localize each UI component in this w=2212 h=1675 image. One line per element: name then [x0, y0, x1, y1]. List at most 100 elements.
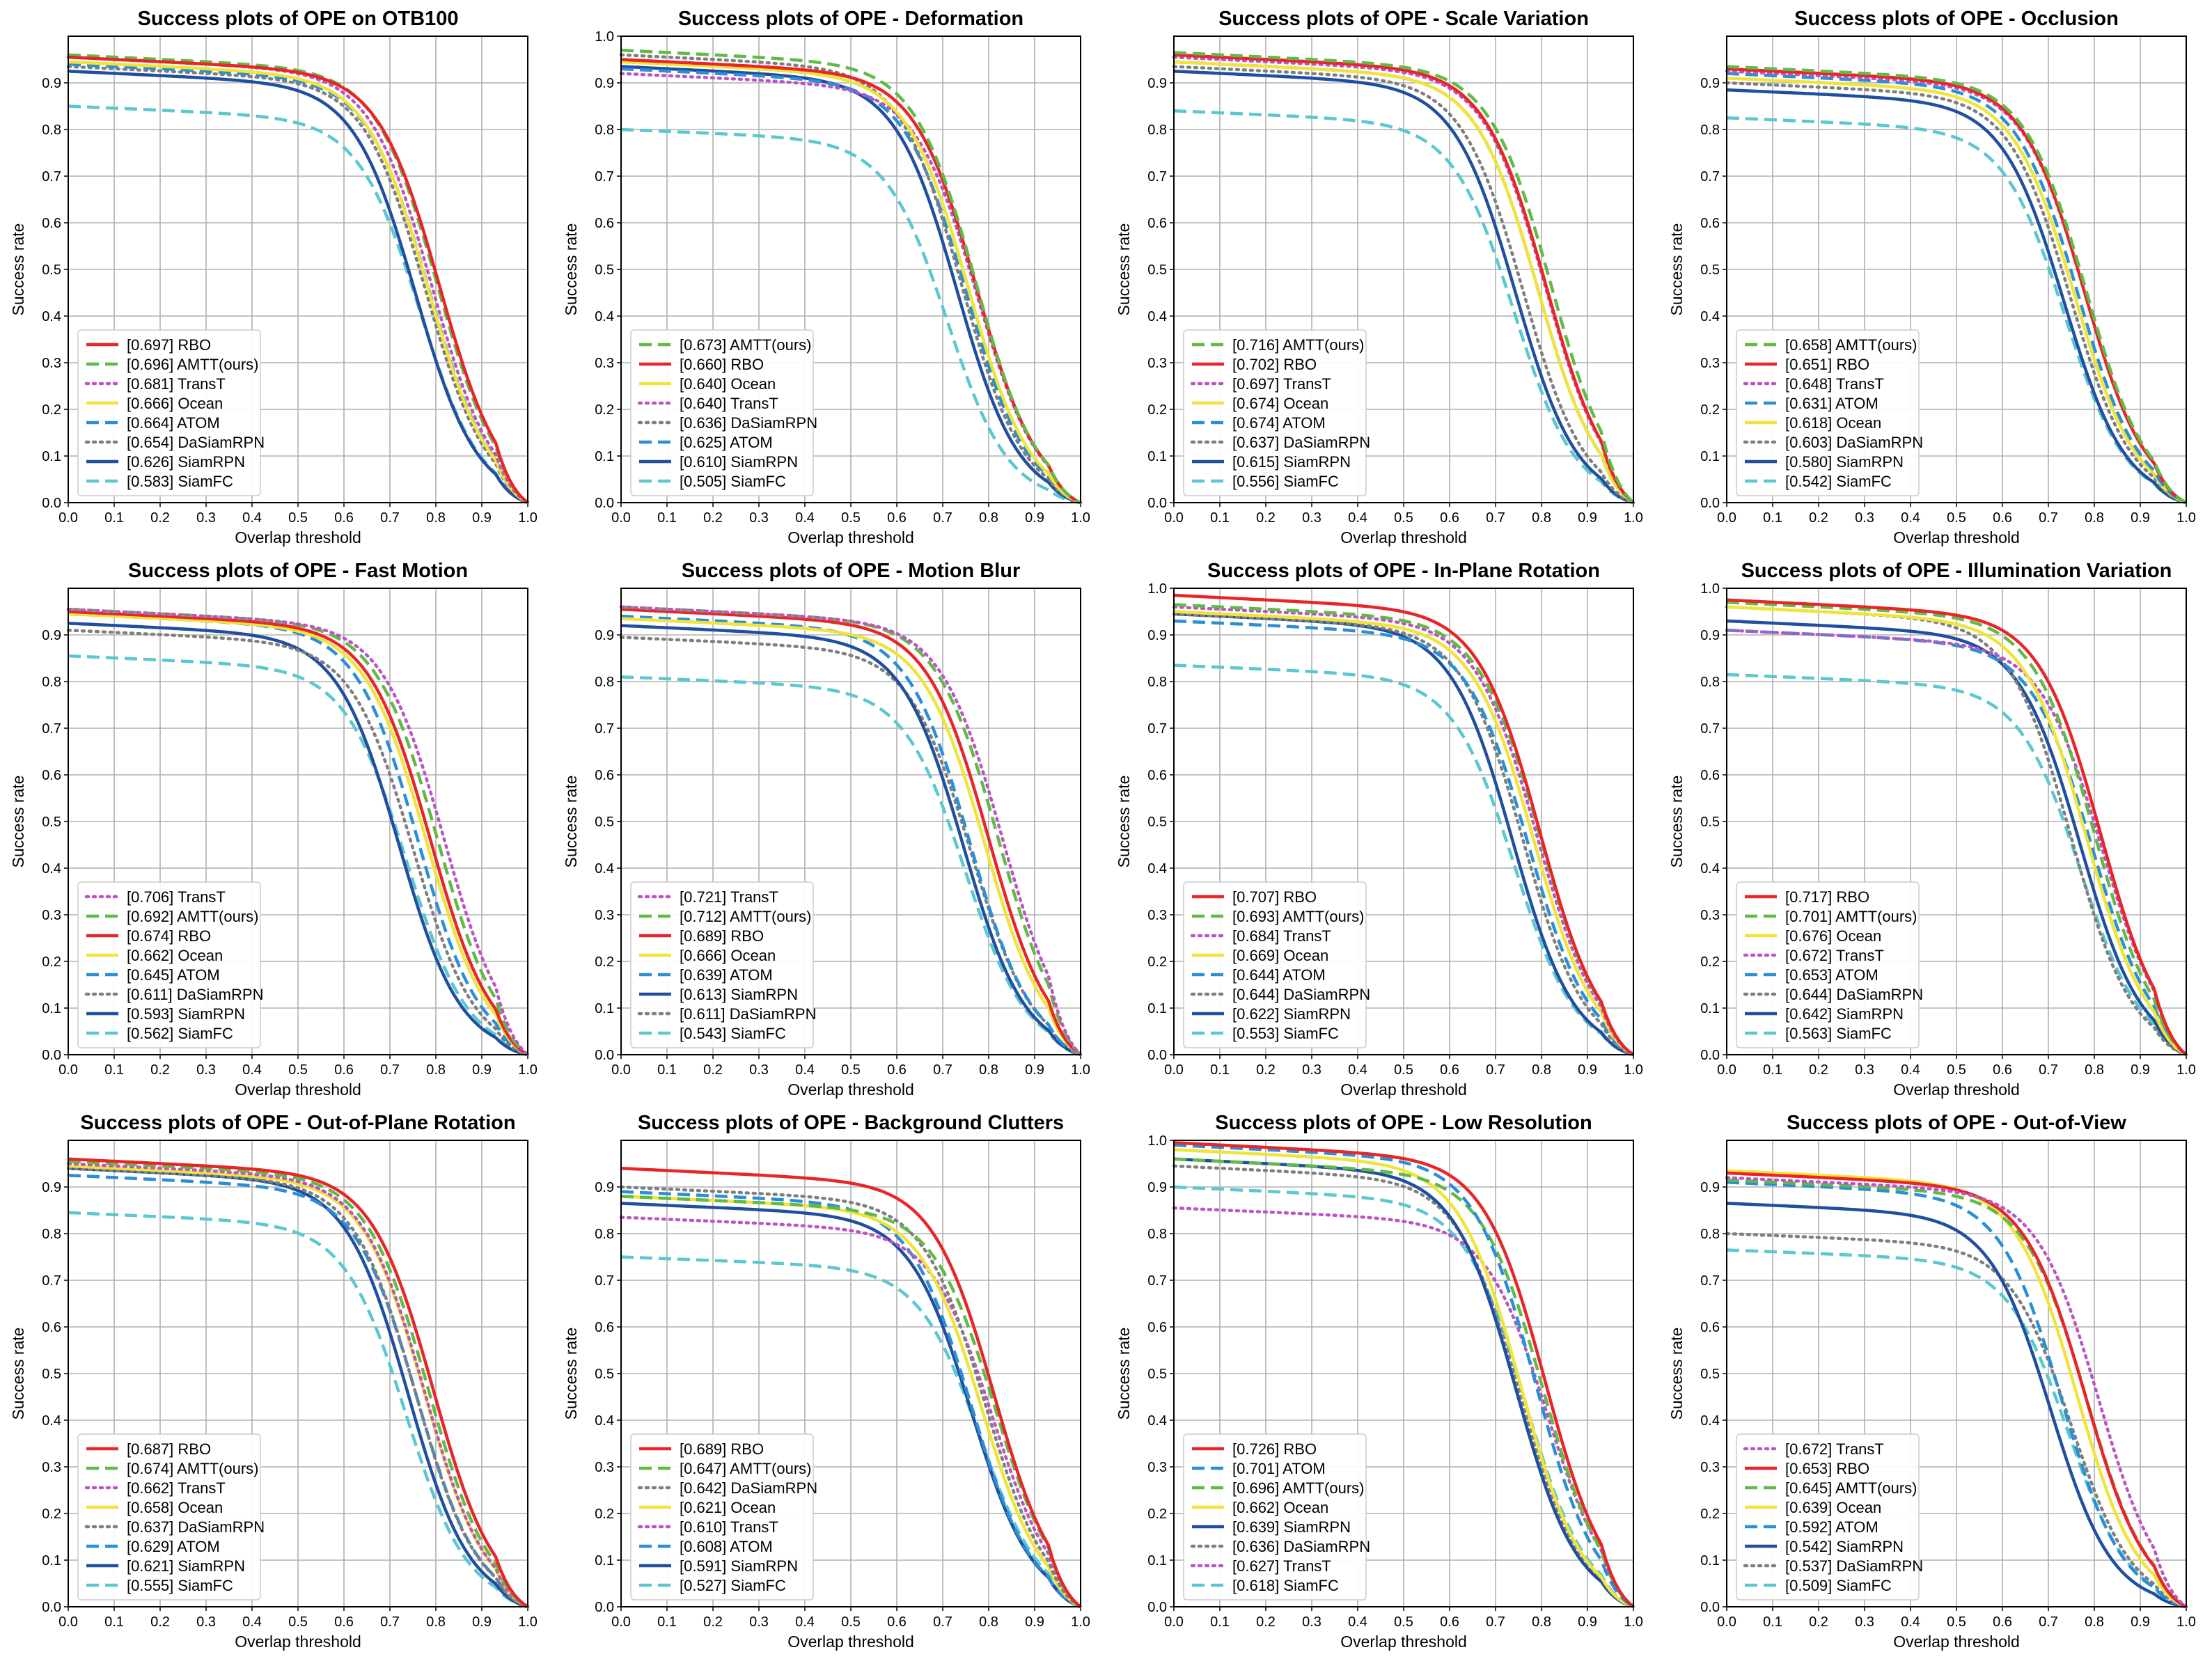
- legend-entry: [0.639] Ocean: [1785, 1499, 1881, 1516]
- x-tick-label: 0.2: [1256, 1062, 1276, 1078]
- legend-entry: [0.562] SiamFC: [127, 1025, 233, 1042]
- x-tick-label: 0.7: [1486, 1062, 1505, 1078]
- x-tick-label: 0.3: [1302, 510, 1321, 526]
- y-tick-label: 0.8: [42, 675, 61, 690]
- legend-entry: [0.689] RBO: [680, 1440, 764, 1458]
- series-line-atom: [1726, 72, 2187, 505]
- legend-entry: [0.676] Ocean: [1785, 927, 1881, 945]
- y-tick-label: 0.1: [42, 449, 61, 464]
- legend-entry: [0.583] SiamFC: [127, 473, 233, 490]
- y-tick-label: 0.5: [1147, 815, 1167, 830]
- y-tick-label: 0.4: [42, 1413, 61, 1429]
- legend-box: [1183, 329, 1367, 496]
- y-tick-label: 0.5: [595, 262, 614, 278]
- chart-panel: Success plots of OPE - In-Plane Rotation…: [1106, 552, 1658, 1109]
- x-tick-label: 0.6: [1993, 1614, 2012, 1630]
- x-tick-label: 0.3: [1855, 510, 1874, 526]
- legend-entry: [0.701] ATOM: [1232, 1460, 1326, 1477]
- x-tick-label: 1.0: [1071, 1062, 1090, 1078]
- chart-panel: Success plots of OPE - Background Clutte…: [553, 1104, 1106, 1661]
- y-tick-label: 0.2: [1147, 402, 1167, 418]
- x-tick-label: 0.4: [1348, 1062, 1367, 1078]
- x-tick-label: 0.1: [1210, 510, 1230, 526]
- y-tick-label: 0.4: [42, 309, 61, 324]
- y-tick-label: 0.2: [1700, 402, 1720, 418]
- series-line-transt: [1172, 1206, 1636, 1609]
- x-tick-label: 0.1: [657, 510, 677, 526]
- series-line-dasiamrpn: [619, 1185, 1083, 1609]
- y-tick-label: 0.5: [1700, 1367, 1720, 1382]
- legend-entry: [0.611] DaSiamRPN: [680, 1005, 816, 1023]
- y-tick-label: 0.1: [42, 1553, 61, 1568]
- y-tick-label: 0.6: [1700, 768, 1720, 783]
- x-tick-label: 0.0: [611, 1062, 631, 1078]
- series-line-amtt-ours-: [620, 1195, 1082, 1608]
- legend-entry: [0.639] ATOM: [680, 966, 773, 984]
- y-axis-label: Success rate: [1668, 1328, 1686, 1420]
- x-tick-label: 0.8: [426, 510, 446, 526]
- y-tick-label: 0.0: [1147, 1048, 1167, 1063]
- y-tick-label: 0.1: [595, 449, 614, 464]
- series-line-siamfc: [620, 1255, 1081, 1609]
- chart-title: Success plots of OPE - Motion Blur: [682, 560, 1021, 582]
- chart-svg: Success plots of OPE - Deformation 0.0 0.1…: [562, 8, 1090, 546]
- legend-entry: [0.696] AMTT(ours): [1232, 1479, 1365, 1497]
- y-tick-label: 0.3: [1700, 908, 1720, 923]
- x-tick-label: 0.4: [1901, 1062, 1920, 1078]
- x-tick-label: 0.9: [2131, 1062, 2150, 1078]
- y-tick-label: 0.2: [42, 954, 61, 970]
- y-axis-label: Success rate: [1668, 223, 1686, 316]
- y-tick-label: 0.9: [42, 76, 61, 91]
- x-tick-label: 0.3: [196, 510, 216, 526]
- legend-entry: [0.716] AMTT(ours): [1232, 336, 1365, 354]
- x-tick-label: 0.9: [472, 510, 492, 526]
- series-line-rbo: [68, 610, 529, 1056]
- x-tick-label: 0.8: [979, 1062, 998, 1078]
- x-tick-label: 0.7: [2039, 510, 2058, 526]
- series-line-rbo: [1173, 593, 1635, 1056]
- y-tick-label: 0.0: [1700, 496, 1720, 511]
- y-tick-label: 0.0: [42, 496, 61, 511]
- y-tick-label: 0.5: [1147, 1367, 1167, 1382]
- series-line-amtt-ours-: [1173, 1157, 1635, 1608]
- y-tick-label: 0.7: [1700, 1273, 1720, 1289]
- y-tick-label: 0.5: [1147, 262, 1167, 278]
- y-tick-label: 0.7: [595, 1273, 614, 1289]
- y-axis-label: Success rate: [562, 223, 580, 316]
- legend-entry: [0.672] TransT: [1785, 947, 1884, 964]
- legend-entry: [0.563] SiamFC: [1785, 1025, 1892, 1042]
- chart-svg: Success plots of OPE - Low Resolution 0.0…: [1115, 1112, 1643, 1651]
- x-tick-label: 0.1: [104, 510, 124, 526]
- series-line-ocean: [1726, 77, 2187, 505]
- x-tick-label: 0.5: [841, 1614, 861, 1630]
- y-tick-label: 0.0: [42, 1600, 61, 1615]
- y-tick-label: 0.3: [595, 1460, 614, 1475]
- x-tick-label: 0.8: [979, 1614, 998, 1630]
- y-tick-label: 0.2: [1700, 1507, 1720, 1522]
- series-line-transt: [1725, 1176, 2188, 1609]
- x-tick-label: 0.7: [1486, 510, 1505, 526]
- x-tick-label: 0.7: [933, 1614, 952, 1630]
- legend-entry: [0.636] DaSiamRPN: [1232, 1538, 1370, 1555]
- legend-box: [1736, 881, 1920, 1048]
- series-line-siamrpn: [1726, 88, 2187, 505]
- x-axis-label: Overlap threshold: [1893, 1080, 2020, 1099]
- y-tick-label: 0.8: [1147, 123, 1167, 138]
- y-tick-label: 0.0: [42, 1048, 61, 1063]
- series-line-rbo: [68, 55, 529, 504]
- chart-title: Success plots of OPE - Occlusion: [1794, 8, 2119, 30]
- legend-entry: [0.639] SiamRPN: [1232, 1518, 1351, 1536]
- series-line-dasiamrpn: [1725, 81, 2188, 505]
- x-tick-label: 0.9: [1025, 1062, 1044, 1078]
- series-line-transt: [1725, 629, 2188, 1057]
- x-tick-label: 0.3: [1302, 1614, 1321, 1630]
- x-tick-label: 0.5: [288, 1062, 308, 1078]
- x-tick-label: 0.8: [426, 1614, 446, 1630]
- series-line-siamfc: [68, 654, 528, 1057]
- y-tick-label: 0.2: [1147, 954, 1167, 970]
- y-tick-label: 0.6: [1700, 216, 1720, 231]
- x-tick-label: 0.8: [1532, 1062, 1551, 1078]
- legend-entry: [0.653] RBO: [1785, 1460, 1869, 1477]
- legend-entry: [0.697] RBO: [127, 336, 211, 354]
